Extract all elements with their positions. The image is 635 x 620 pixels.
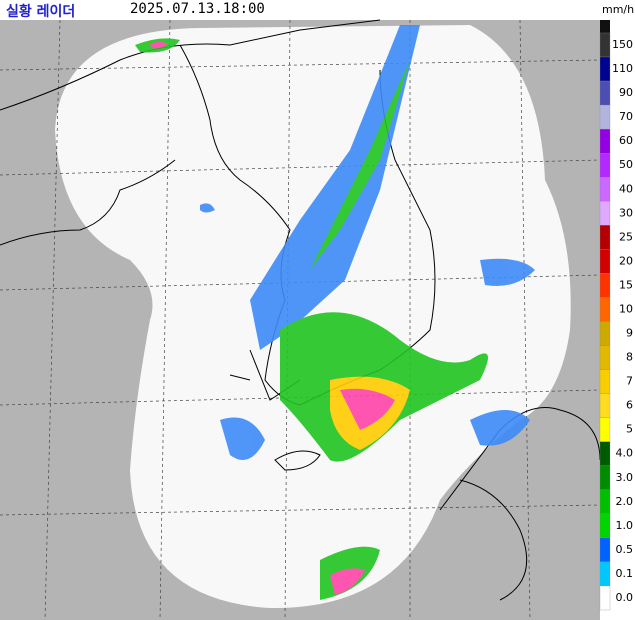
legend-label: 40	[619, 182, 633, 195]
legend-swatch	[599, 249, 611, 274]
legend-label: 8	[626, 351, 633, 364]
legend-swatch	[599, 104, 611, 130]
legend-swatch	[599, 345, 611, 370]
legend-label: 5	[626, 423, 633, 436]
legend-swatch	[599, 273, 611, 298]
legend-swatch	[599, 585, 611, 611]
legend-label: 0.0	[616, 591, 634, 604]
legend-swatch	[599, 537, 611, 563]
legend-label: 90	[619, 86, 633, 99]
legend-swatch	[599, 56, 611, 82]
legend-label: 1.0	[616, 519, 634, 532]
legend-swatch	[599, 561, 611, 587]
legend-swatch	[600, 20, 610, 34]
timestamp: 2025.07.13.18:00	[130, 1, 265, 17]
legend-label: 10	[619, 302, 633, 315]
legend-label: 30	[619, 206, 633, 219]
legend-label: 50	[619, 158, 633, 171]
legend-label: 7	[626, 375, 633, 388]
legend-swatch	[599, 32, 611, 58]
legend-label: 0.1	[616, 567, 634, 580]
legend-swatch	[599, 225, 611, 250]
legend-swatch	[599, 465, 611, 490]
title: 실황 레이더	[6, 4, 76, 20]
precipitation	[135, 25, 535, 600]
legend-label: 110	[612, 62, 633, 75]
legend-swatch	[599, 489, 611, 514]
legend-swatch	[599, 393, 611, 418]
legend-label: 0.5	[616, 543, 634, 556]
legend-label: 150	[612, 38, 633, 51]
legend-label: 20	[619, 254, 633, 267]
legend-swatch	[599, 441, 611, 466]
header: 실황 레이더 2025.07.13.18:00	[0, 0, 600, 20]
legend-swatch	[599, 321, 611, 346]
legend-label: 15	[619, 278, 633, 291]
legend: 150 110 90 70 60 50 40 30 25 20 15 10 9 8 7 6 5 4.0 3.0 2.0…	[599, 20, 634, 611]
legend-swatch	[599, 297, 611, 322]
legend-label: 4.0	[616, 447, 634, 460]
legend-swatch	[599, 80, 611, 106]
legend-swatch	[599, 201, 611, 226]
legend-swatch	[599, 513, 611, 539]
legend-swatch	[599, 177, 611, 202]
legend-label: 9	[626, 327, 633, 340]
legend-swatch	[599, 128, 611, 154]
legend-label: 25	[619, 230, 633, 243]
legend-swatch	[599, 153, 611, 178]
legend-swatch	[599, 369, 611, 394]
legend-swatch	[599, 417, 611, 442]
legend-label: 3.0	[616, 471, 634, 484]
legend-label: 70	[619, 110, 633, 123]
legend-label: 6	[626, 399, 633, 412]
legend-unit: mm/h	[602, 3, 635, 16]
legend-label: 2.0	[616, 495, 634, 508]
legend-label: 60	[619, 134, 633, 147]
